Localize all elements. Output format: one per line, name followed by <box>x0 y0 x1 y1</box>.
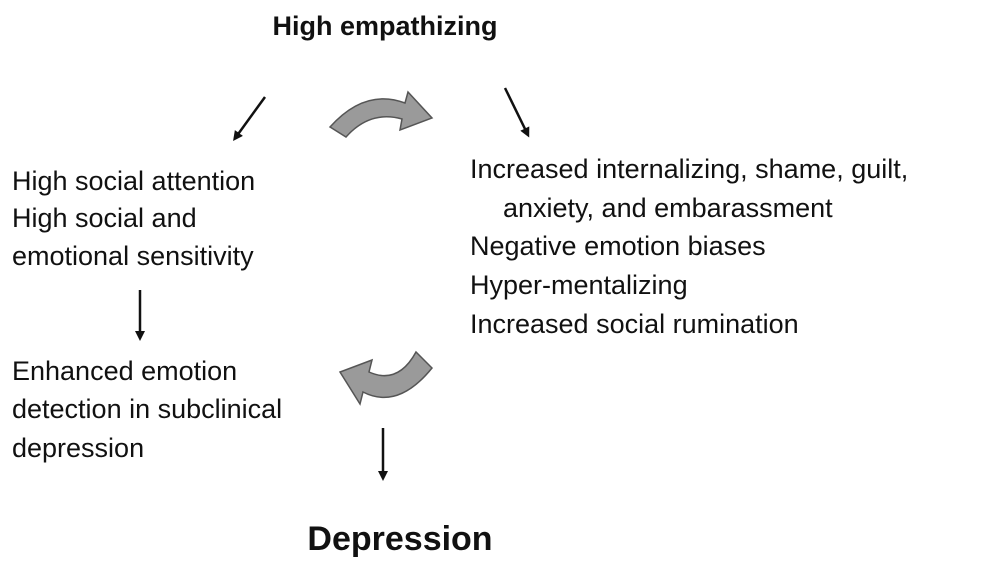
arrow <box>233 96 267 142</box>
curved-arrow <box>328 90 434 138</box>
text-line: Enhanced emotion <box>12 356 237 386</box>
arrow <box>503 87 530 138</box>
top-title: High empathizing <box>273 11 498 41</box>
text-line: Negative emotion biases <box>470 231 766 261</box>
text-line: emotional sensitivity <box>12 241 254 271</box>
text-line: High social and <box>12 203 197 233</box>
text-line: anxiety, and embarassment <box>503 193 833 223</box>
text-line: detection in subclinical <box>12 394 282 424</box>
curved-arrow <box>338 350 434 406</box>
bottom-title: Depression <box>307 520 492 558</box>
text-line: Increased internalizing, shame, guilt, <box>470 154 908 184</box>
text-line: Increased social rumination <box>470 309 799 339</box>
text-line: Hyper-mentalizing <box>470 270 688 300</box>
text-line: depression <box>12 433 144 463</box>
text-line: High social attention <box>12 166 255 196</box>
